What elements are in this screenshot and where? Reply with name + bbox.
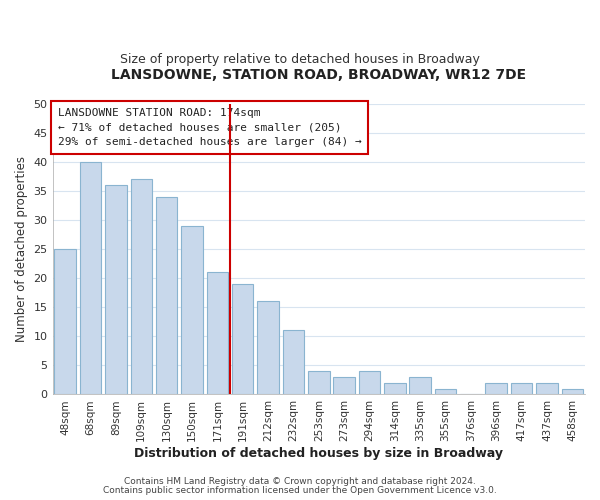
- Bar: [308, 371, 329, 394]
- Text: Size of property relative to detached houses in Broadway: Size of property relative to detached ho…: [120, 52, 480, 66]
- Text: Contains HM Land Registry data © Crown copyright and database right 2024.: Contains HM Land Registry data © Crown c…: [124, 477, 476, 486]
- Bar: [206, 272, 228, 394]
- Text: LANSDOWNE STATION ROAD: 174sqm
← 71% of detached houses are smaller (205)
29% of: LANSDOWNE STATION ROAD: 174sqm ← 71% of …: [58, 108, 362, 148]
- Bar: [257, 302, 279, 394]
- Y-axis label: Number of detached properties: Number of detached properties: [15, 156, 28, 342]
- Bar: [80, 162, 101, 394]
- Bar: [409, 377, 431, 394]
- Bar: [562, 388, 583, 394]
- Bar: [105, 185, 127, 394]
- Bar: [283, 330, 304, 394]
- Bar: [131, 179, 152, 394]
- Bar: [511, 383, 532, 394]
- X-axis label: Distribution of detached houses by size in Broadway: Distribution of detached houses by size …: [134, 447, 503, 460]
- Bar: [156, 196, 178, 394]
- Bar: [232, 284, 253, 395]
- Text: Contains public sector information licensed under the Open Government Licence v3: Contains public sector information licen…: [103, 486, 497, 495]
- Bar: [536, 383, 558, 394]
- Bar: [334, 377, 355, 394]
- Bar: [359, 371, 380, 394]
- Bar: [384, 383, 406, 394]
- Title: LANSDOWNE, STATION ROAD, BROADWAY, WR12 7DE: LANSDOWNE, STATION ROAD, BROADWAY, WR12 …: [111, 68, 526, 82]
- Bar: [485, 383, 507, 394]
- Bar: [55, 249, 76, 394]
- Bar: [181, 226, 203, 394]
- Bar: [435, 388, 457, 394]
